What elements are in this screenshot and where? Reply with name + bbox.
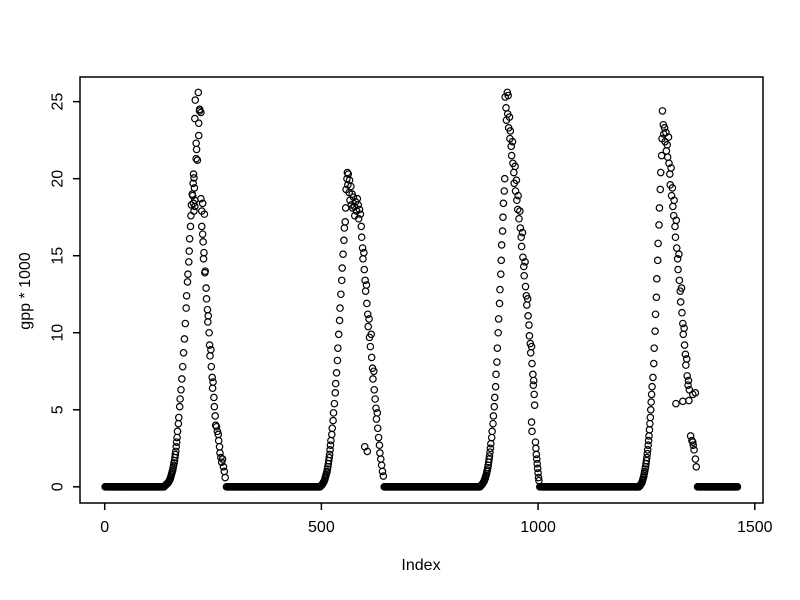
y-tick-label: 25 bbox=[50, 93, 67, 111]
x-tick-label: 500 bbox=[308, 519, 335, 536]
plot-box bbox=[79, 76, 764, 504]
x-axis-title: Index bbox=[401, 557, 441, 574]
y-axis-ticks: 0 5 10 15 20 25 bbox=[50, 93, 80, 491]
y-tick-label: 10 bbox=[50, 324, 67, 342]
y-tick-label: 5 bbox=[50, 405, 67, 414]
x-tick-label: 1000 bbox=[520, 519, 556, 536]
x-axis-ticks: 0 500 1000 1500 bbox=[100, 503, 773, 536]
y-tick-label: 15 bbox=[50, 247, 67, 265]
x-tick-label: 1500 bbox=[737, 519, 773, 536]
y-axis-title: gpp * 1000 bbox=[17, 252, 34, 330]
y-tick-label: 20 bbox=[50, 170, 67, 188]
x-tick-label: 0 bbox=[100, 519, 109, 536]
y-tick-label: 0 bbox=[50, 482, 67, 491]
data-points bbox=[101, 88, 742, 491]
